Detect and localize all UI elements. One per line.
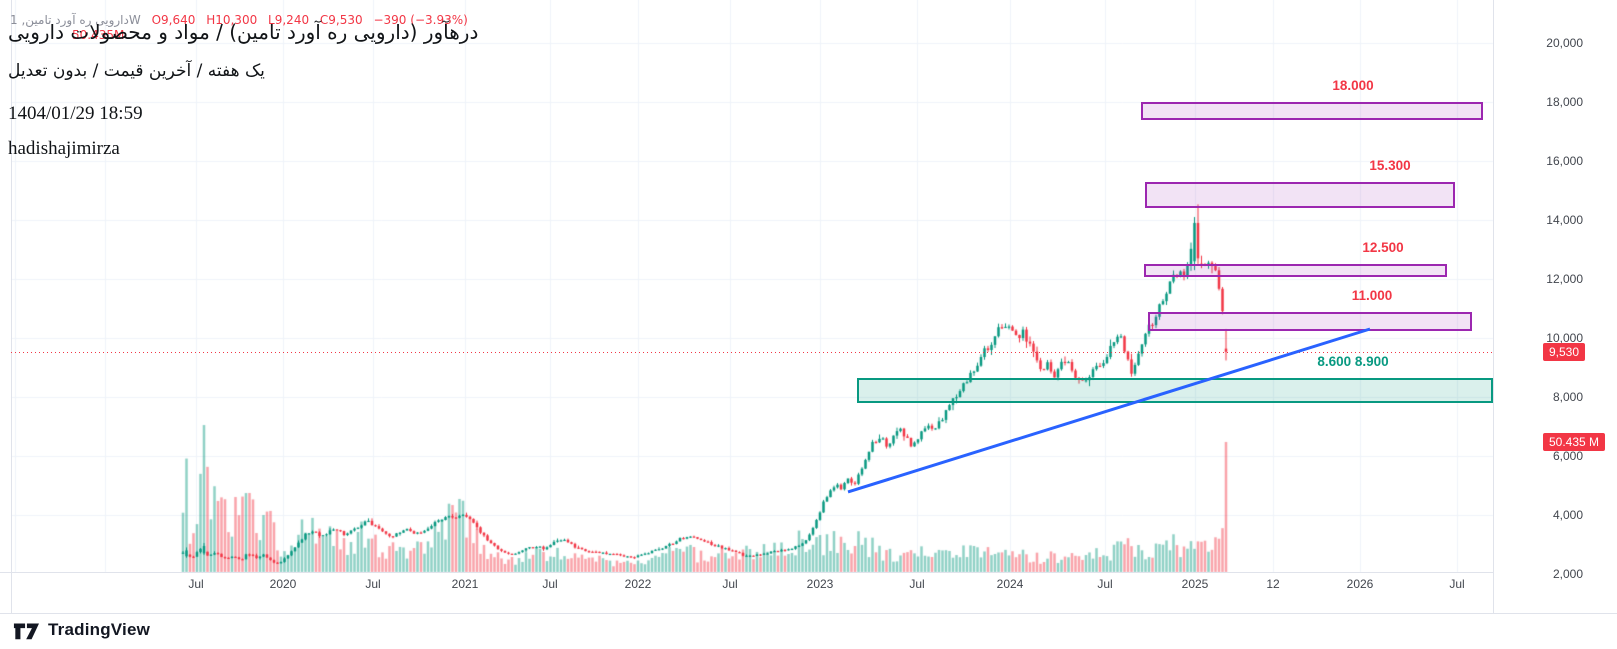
supply-zone-15300-label: 15.300 (1369, 157, 1411, 173)
supply-zone-11000[interactable] (1148, 312, 1472, 331)
price-tick-12000: 12,000 (1546, 272, 1583, 286)
price-tick-4000: 4,000 (1552, 508, 1583, 522)
legend-change: −390 (−3.93%) (373, 13, 468, 27)
last-price-dotted-line (11, 352, 1493, 353)
supply-zone-12500-label: 12.500 (1362, 240, 1404, 256)
time-label-Jul-2: Jul (365, 577, 381, 591)
last-price-badge: 9,530 (1543, 342, 1586, 361)
price-tick-2000: 2,000 (1552, 567, 1583, 581)
legend-high: H10,300 (206, 13, 258, 27)
time-label-2026-13: 2026 (1346, 577, 1374, 591)
legend-open: O9,640 (151, 13, 196, 27)
drawing-text-symbol-title[interactable]: درهآور (دارویی ره آورد تامین) / مواد و م… (8, 20, 479, 44)
tradingview-logo-icon (13, 623, 39, 640)
time-label-Jul-6: Jul (722, 577, 738, 591)
price-tick-18000: 18,000 (1546, 95, 1583, 109)
supply-zone-12500[interactable] (1144, 264, 1447, 277)
time-axis-separator[interactable] (0, 572, 1493, 573)
drawing-text-interval-note[interactable]: یک هفته / آخرین قیمت / بدون تعدیل (8, 61, 265, 81)
support-zone-8600-8900[interactable] (857, 377, 1493, 404)
volume-legend-value: 50.435M (72, 28, 125, 42)
time-label-Jul-10: Jul (1097, 577, 1113, 591)
time-label-2021-3: 2021 (451, 577, 479, 591)
supply-zone-18000-label: 18.000 (1332, 78, 1374, 93)
legend-low: L9,240 (268, 13, 310, 27)
price-axis-separator[interactable] (1493, 0, 1494, 613)
pane-left-border (11, 0, 12, 613)
price-tick-10000: 10,000 (1546, 331, 1583, 345)
chart-bottom-border (0, 613, 1617, 614)
support-zone-8600-8900-label: 8.600 8.900 (1317, 353, 1389, 369)
time-label-Jul-14: Jul (1449, 577, 1465, 591)
legend-symbol: دارویی ره آورد تامین, 1W (10, 13, 141, 27)
price-tick-8000: 8,000 (1552, 390, 1583, 404)
price-tick-6000: 6,000 (1552, 449, 1583, 463)
time-label-2022-5: 2022 (624, 577, 652, 591)
time-label-2020-1: 2020 (269, 577, 297, 591)
tradingview-brand-text: TradingView (48, 620, 151, 639)
price-tick-14000: 14,000 (1546, 213, 1583, 227)
last-volume-badge: 50.435 M (1543, 432, 1606, 451)
time-label-2023-7: 2023 (806, 577, 834, 591)
time-label-Jul-4: Jul (542, 577, 558, 591)
price-tick-20000: 20,000 (1546, 36, 1583, 50)
time-label-12-12: 12 (1266, 577, 1280, 591)
legend-close: C9,530 (319, 13, 363, 27)
time-label-2025-11: 2025 (1181, 577, 1209, 591)
supply-zone-15300[interactable] (1145, 181, 1455, 208)
supply-zone-11000-label: 11.000 (1351, 288, 1393, 304)
tradingview-watermark[interactable]: TradingView (12, 617, 150, 643)
time-label-Jul-0: Jul (188, 577, 204, 591)
drawing-text-datetime[interactable]: 1404/01/29 18:59 (8, 103, 143, 124)
symbol-legend[interactable]: دارویی ره آورد تامین, 1W O9,640 H10,300 … (10, 13, 468, 27)
supply-zone-18000[interactable] (1141, 102, 1483, 120)
price-tick-16000: 16,000 (1546, 154, 1583, 168)
drawing-text-author[interactable]: hadishajimirza (8, 138, 120, 159)
time-label-2024-9: 2024 (996, 577, 1024, 591)
time-label-Jul-8: Jul (909, 577, 925, 591)
